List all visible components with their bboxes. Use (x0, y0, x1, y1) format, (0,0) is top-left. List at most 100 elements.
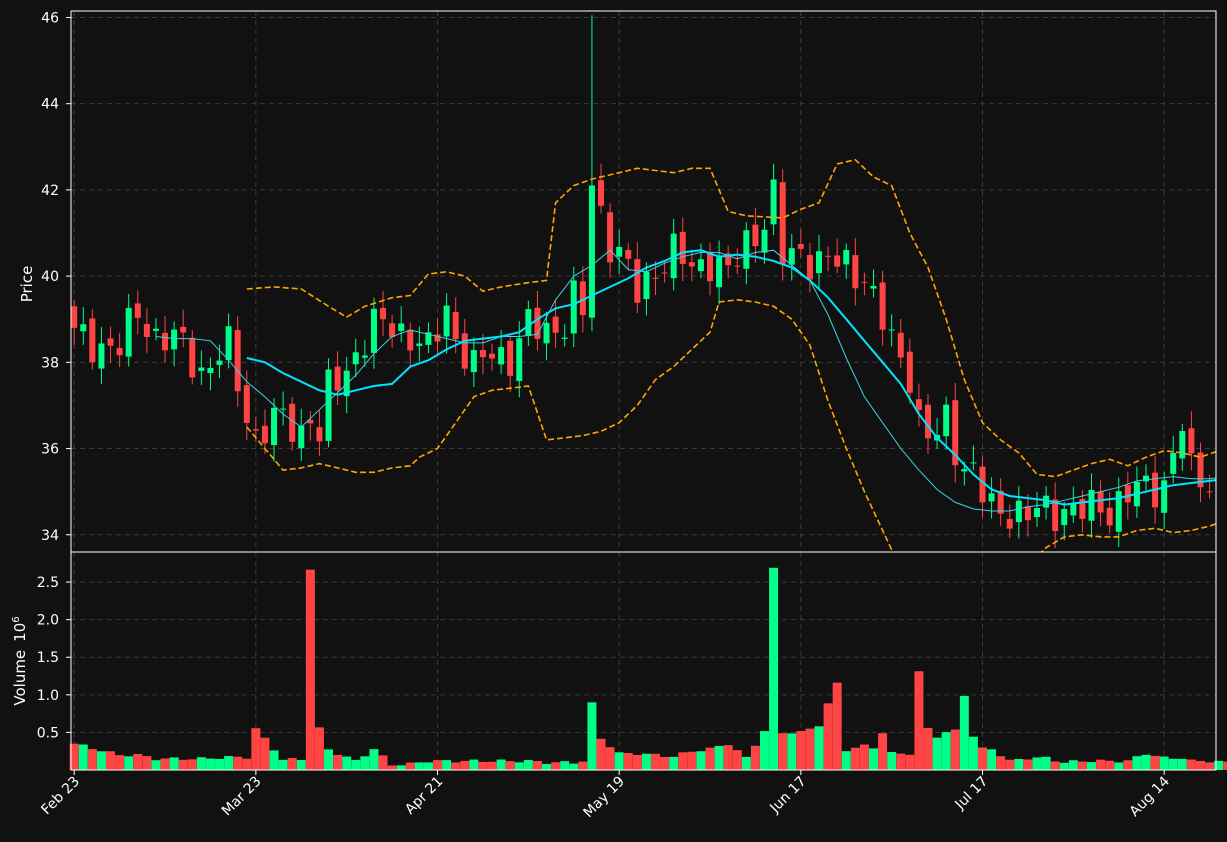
candle-body (1206, 491, 1213, 493)
moving-average-slow-line (246, 249, 1216, 506)
volume-bar (605, 747, 615, 770)
candle-body (434, 334, 441, 342)
volume-bar (714, 746, 724, 770)
candle-body (679, 231, 686, 264)
candle-body (207, 367, 214, 374)
volume-bar (351, 759, 361, 770)
price-tick-label: 42 (41, 183, 59, 199)
volume-bar (841, 751, 851, 770)
volume-bar (196, 757, 206, 770)
volume-bar (1150, 755, 1160, 770)
candle-body (479, 350, 486, 358)
candle-body (1197, 452, 1204, 488)
volume-bar (932, 737, 942, 770)
price-tick-label: 34 (41, 528, 59, 544)
volume-bar (514, 762, 524, 770)
volume-bar (505, 761, 515, 770)
volume-bar (115, 755, 125, 770)
volume-bar (523, 759, 533, 770)
volume-bar (260, 737, 270, 770)
volume-bar (796, 731, 806, 770)
candle-body (988, 493, 995, 502)
bollinger-upper-line (246, 158, 1216, 478)
volume-bar (578, 761, 588, 770)
price-tick-label: 38 (41, 355, 59, 371)
volume-bar (451, 762, 461, 770)
candle-body (707, 252, 714, 282)
volume-bar (896, 753, 906, 770)
candle-body (607, 212, 614, 263)
price-tick-label: 36 (41, 442, 59, 458)
volume-y-axis: 0.5 1.0 1.5 2.0 2.5 (37, 575, 71, 741)
volume-bar (133, 753, 143, 770)
volume-tick-label: 1.0 (37, 688, 59, 704)
volume-bar (1032, 757, 1042, 770)
candle-body (416, 343, 423, 346)
volume-bar (160, 758, 170, 770)
volume-bar (850, 747, 860, 770)
candle-body (298, 425, 305, 449)
volume-bar (342, 756, 352, 770)
candle-body (443, 305, 450, 337)
candle-body (1188, 428, 1195, 454)
volume-bar (1168, 758, 1178, 770)
candle-body (897, 332, 904, 358)
volume-bar (314, 727, 324, 770)
candle-body (979, 466, 986, 503)
volume-bar (442, 760, 452, 770)
candle-body (779, 182, 786, 264)
volume-bar (978, 747, 987, 770)
volume-bar (423, 762, 433, 770)
candle-body (1088, 489, 1095, 521)
volume-bar (1132, 756, 1142, 770)
volume-bar (487, 761, 497, 770)
candle-body (616, 246, 623, 257)
volume-bar (496, 759, 506, 770)
volume-bar (687, 751, 697, 770)
volume-bar (1086, 762, 1096, 770)
candle-body (307, 419, 314, 424)
candle-body (80, 324, 87, 332)
volume-bar (651, 753, 661, 770)
volume-bar (233, 756, 243, 770)
volume-bar (1068, 760, 1078, 770)
volume-bar (469, 759, 479, 770)
volume-bar (287, 757, 297, 770)
candle-body (643, 271, 650, 300)
candle-body (171, 329, 178, 350)
candle-body (325, 369, 332, 441)
volume-bar (224, 756, 234, 770)
candle-body (1061, 509, 1068, 526)
candle-body (1043, 495, 1050, 508)
candle-body (1079, 498, 1086, 519)
volume-bar (187, 759, 197, 770)
candle-body (1142, 475, 1149, 482)
candle-body (625, 249, 632, 259)
volume-bar (805, 728, 815, 770)
candle-body (234, 330, 241, 392)
candle-body (570, 280, 577, 334)
candle-body (162, 332, 169, 351)
candle-body (280, 408, 287, 410)
volume-bar (914, 671, 924, 770)
candle-body (370, 308, 377, 353)
volume-bar (142, 756, 152, 770)
volume-bar (705, 747, 715, 770)
candle-body (1161, 480, 1168, 513)
candle-body (861, 281, 868, 283)
volume-bar (460, 760, 470, 770)
volume-bar (1014, 759, 1024, 770)
bollinger-lower-line (246, 298, 1216, 552)
volume-bars (69, 567, 1227, 770)
volume-tick-label: 0.5 (37, 725, 59, 741)
volume-bar (596, 738, 606, 770)
volume-bar (433, 760, 443, 770)
candle-body (688, 262, 695, 267)
volume-bar (124, 756, 134, 770)
candle-body (71, 306, 78, 328)
volume-tick-label: 2.5 (37, 575, 59, 591)
volume-bar (205, 758, 215, 770)
candle-body (389, 323, 396, 338)
candle-body (797, 244, 804, 249)
